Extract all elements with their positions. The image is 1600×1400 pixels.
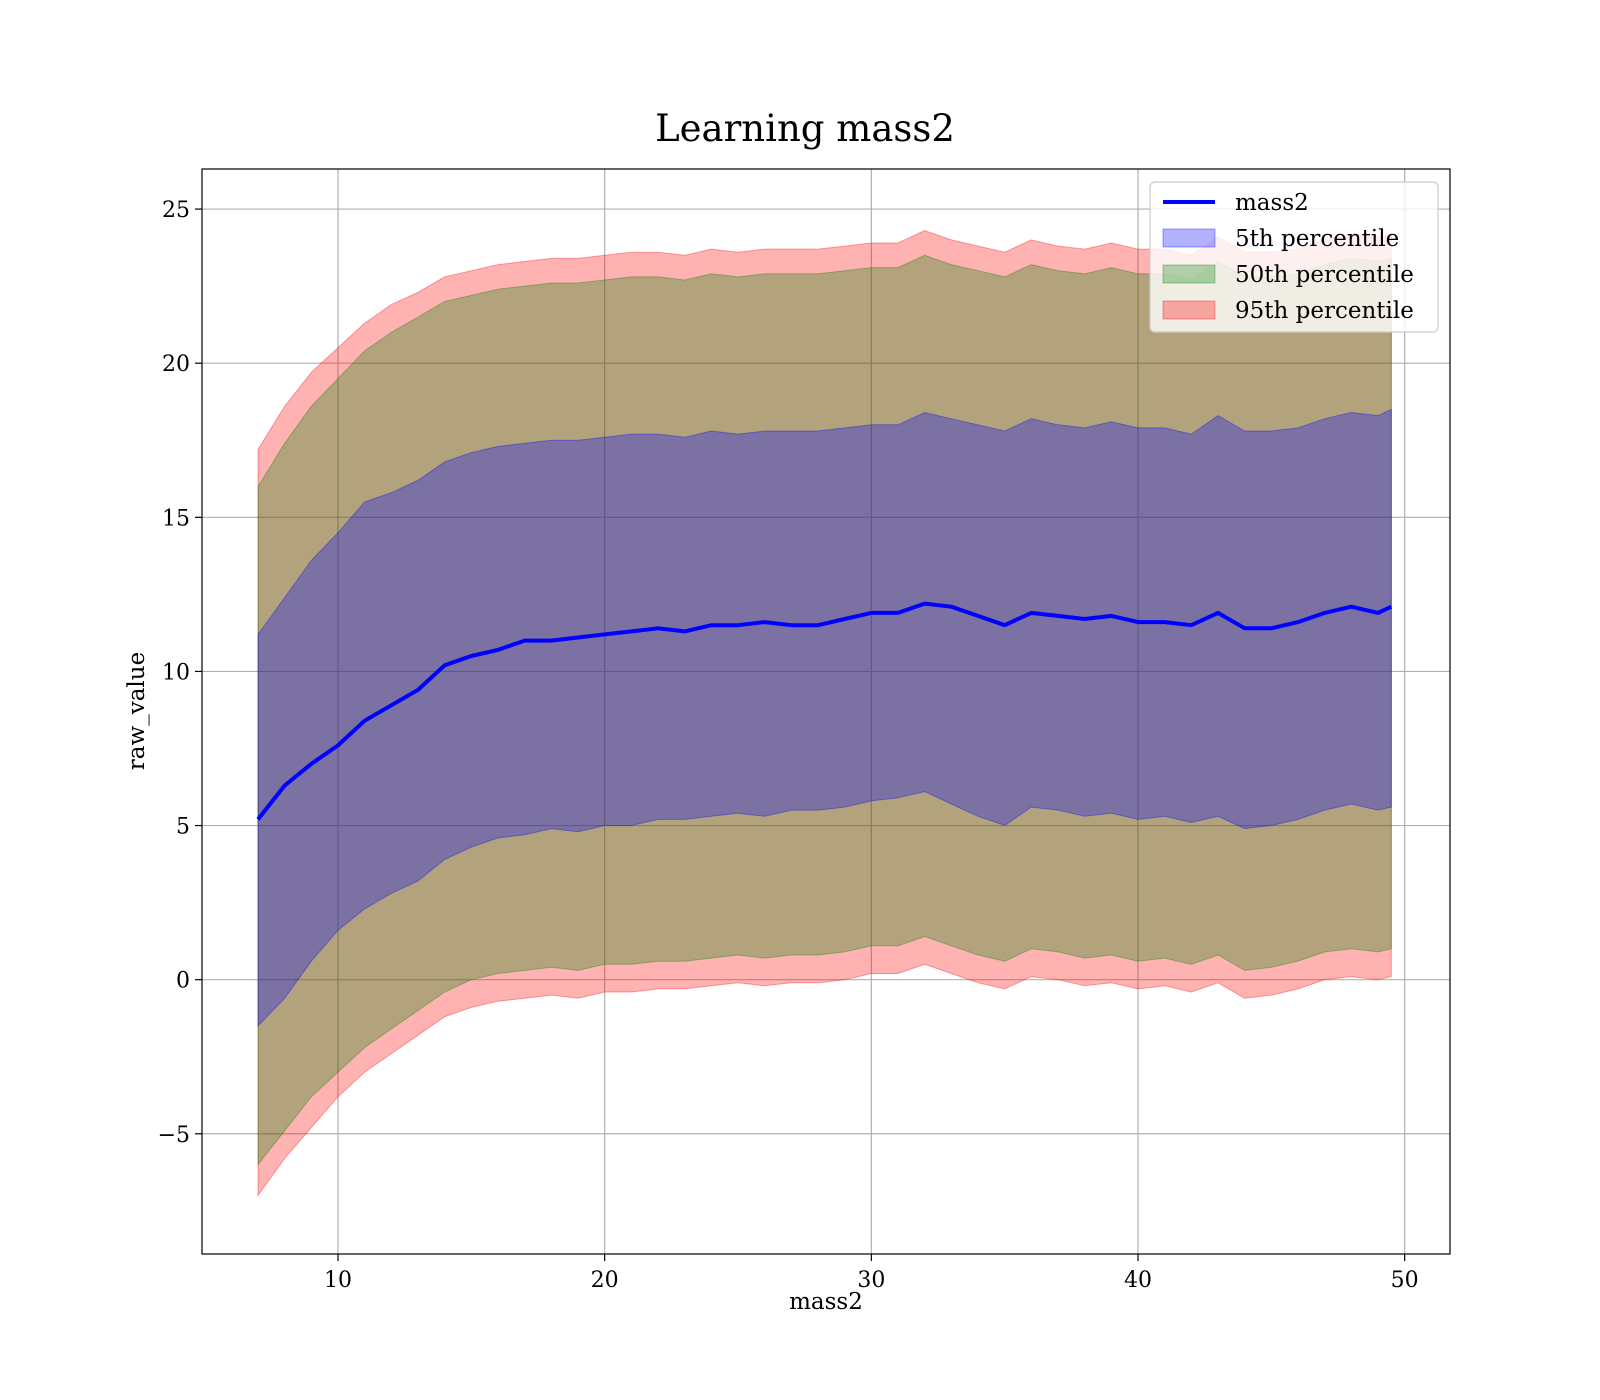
- percentile-bands: [257, 230, 1392, 1197]
- chart-title: Learning mass2: [655, 107, 955, 150]
- band-5th-percentile: [257, 408, 1392, 1028]
- x-axis-ticks: 10 20 30 40 50: [324, 1254, 1419, 1293]
- legend: mass2 5th percentile 50th percentile 95th p…: [1149, 181, 1439, 333]
- grid: [202, 169, 1450, 1254]
- legend-frame: [1149, 181, 1439, 333]
- line-mass2: [256, 601, 1393, 821]
- x-tick-label: 30: [857, 1268, 885, 1293]
- y-tick-label: 25: [162, 198, 190, 223]
- y-tick-label: 5: [176, 815, 190, 840]
- legend-entry-label: 95th percentile: [1235, 298, 1414, 324]
- band-50th-percentile: [257, 254, 1392, 1167]
- x-axis-label: mass2: [789, 1289, 863, 1315]
- y-axis-label: raw_value: [124, 652, 150, 770]
- legend-entry-label: 50th percentile: [1235, 262, 1414, 288]
- x-tick-label: 10: [324, 1268, 352, 1293]
- legend-swatch-band: [1162, 264, 1216, 284]
- legend-entry-label: mass2: [1235, 190, 1309, 216]
- y-tick-label: 10: [162, 660, 190, 685]
- band-95th-percentile: [257, 230, 1392, 1197]
- y-tick-label: 15: [162, 506, 190, 531]
- y-tick-label: −5: [158, 1123, 190, 1148]
- x-tick-label: 50: [1391, 1268, 1419, 1293]
- x-tick-label: 40: [1124, 1268, 1152, 1293]
- legend-entry-label: 5th percentile: [1235, 226, 1399, 252]
- y-tick-label: 0: [176, 969, 190, 994]
- legend-swatch-band: [1162, 228, 1216, 248]
- y-tick-label: 20: [162, 352, 190, 377]
- plot-frame: [201, 168, 1451, 1255]
- data-lines: [256, 601, 1393, 821]
- x-tick-label: 20: [591, 1268, 619, 1293]
- legend-swatch-band: [1162, 300, 1216, 320]
- y-axis-ticks: −5 0 5 10 15 20 25: [158, 198, 202, 1148]
